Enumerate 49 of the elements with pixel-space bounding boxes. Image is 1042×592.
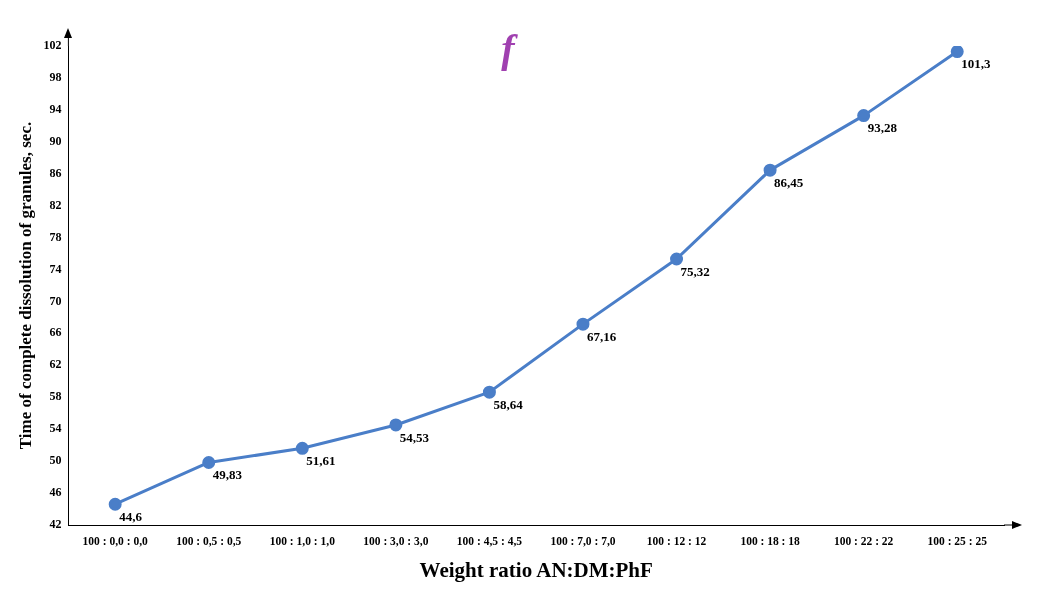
- x-axis-title: Weight ratio AN:DM:PhF: [419, 557, 653, 582]
- x-tick-label: 100 : 12 : 12: [646, 534, 707, 547]
- point: [670, 252, 684, 266]
- x-tick-label: 100 : 25 : 25: [927, 534, 988, 547]
- x-tick-label: 100 : 3,0 : 3,0: [363, 534, 429, 547]
- y-tick-label: 98: [49, 70, 62, 85]
- data-label: 58,64: [493, 397, 524, 413]
- chart-title: f: [501, 26, 519, 72]
- y-tick-label: 54: [49, 421, 62, 436]
- y-tick-label: 94: [49, 101, 62, 116]
- x-tick-label: 100 : 4,5 : 4,5: [456, 534, 523, 547]
- data-label: 86,45: [774, 175, 804, 190]
- x-tick-label: 100 : 0,0 : 0,0: [82, 534, 148, 547]
- x-tick-label: 100 : 18 : 18: [740, 534, 801, 547]
- y-tick-label: 82: [49, 197, 62, 212]
- point: [576, 317, 590, 331]
- x-tick-label: 100 : 7,0 : 7,0: [550, 534, 616, 547]
- data-label: 101,3: [961, 56, 991, 72]
- y-tick-label: 70: [49, 293, 62, 308]
- point: [763, 163, 777, 177]
- point: [482, 385, 496, 399]
- data-label: 44,6: [119, 509, 143, 525]
- y-axis-title: Time of complete dissolution of granules, sec.: [15, 121, 35, 450]
- point: [108, 497, 122, 511]
- y-tick-label: 62: [49, 357, 62, 372]
- y-tick-label: 102: [43, 38, 62, 53]
- point: [295, 441, 309, 455]
- y-tick-label: 66: [49, 325, 62, 340]
- data-label: 75,32: [680, 263, 710, 279]
- data-label: 49,83: [212, 467, 243, 483]
- y-tick-label: 50: [49, 453, 62, 468]
- point: [202, 455, 216, 469]
- data-label: 54,53: [399, 429, 430, 445]
- data-label: 67,16: [586, 329, 617, 344]
- data-label: 93,28: [867, 120, 898, 136]
- y-tick-label: 90: [49, 133, 62, 148]
- x-tick-label: 100 : 22 : 22: [833, 534, 894, 547]
- y-tick-label: 42: [49, 517, 62, 532]
- y-tick-label: 74: [49, 261, 62, 276]
- y-tick-label: 86: [49, 165, 62, 180]
- data-label: 51,61: [306, 453, 336, 469]
- point: [857, 109, 871, 123]
- x-tick-label: 100 : 0,5 : 0,5: [176, 534, 242, 547]
- point: [950, 46, 964, 59]
- y-tick-label: 46: [49, 485, 62, 500]
- x-tick-label: 100 : 1,0 : 1,0: [269, 534, 336, 547]
- y-tick-label: 58: [49, 389, 62, 404]
- y-tick-label: 78: [49, 229, 62, 244]
- point: [389, 418, 403, 432]
